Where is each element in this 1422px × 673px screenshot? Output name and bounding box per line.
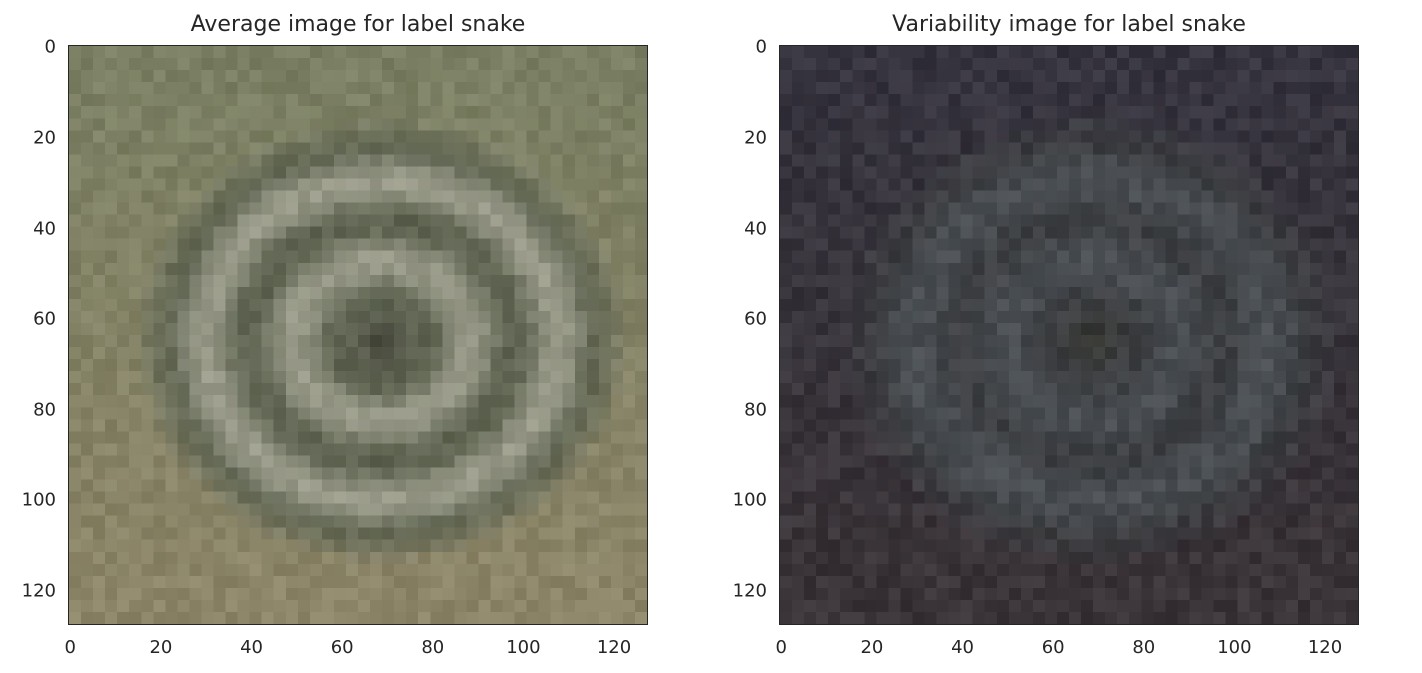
x-tick-label: 100 [1217, 637, 1252, 658]
x-tick-label: 40 [240, 637, 263, 658]
y-tick-label: 60 [33, 308, 56, 330]
y-tick-label: 0 [755, 36, 767, 58]
y-tick-label: 40 [744, 218, 767, 240]
image-pixels [780, 46, 1358, 624]
x-tick-label: 120 [596, 637, 632, 658]
y-tick-label: 20 [33, 127, 56, 149]
x-tick-label: 80 [421, 637, 445, 658]
x-tick-label: 100 [506, 637, 541, 658]
x-tick-label: 60 [1041, 637, 1065, 658]
x-tick-label: 20 [860, 637, 884, 658]
image-average [68, 45, 648, 625]
x-tick-label: 0 [775, 637, 787, 658]
y-tick-label: 40 [33, 218, 56, 240]
y-tick-label: 80 [744, 399, 767, 421]
y-tick-label: 60 [744, 308, 767, 330]
panel-variability: Variability image for label snake 0 20 40 6… [711, 0, 1422, 673]
panel-average: Average image for label snake 0 20 40 60 80 1… [21, 12, 648, 658]
x-tick-label: 60 [330, 637, 354, 658]
image-variability [779, 45, 1359, 625]
y-tick-label: 120 [732, 580, 767, 602]
y-tick-label: 120 [21, 580, 56, 602]
y-tick-label: 0 [44, 36, 56, 58]
image-pixels [69, 46, 647, 624]
y-tick-label: 100 [21, 489, 56, 511]
chart-title-average: Average image for label snake [190, 12, 526, 37]
y-tick-label: 20 [744, 127, 767, 149]
x-tick-label: 0 [64, 637, 76, 658]
x-tick-label: 80 [1132, 637, 1156, 658]
y-tick-label: 100 [732, 489, 767, 511]
x-tick-label: 120 [1307, 637, 1343, 658]
chart-title-variability: Variability image for label snake [892, 12, 1246, 37]
x-tick-label: 20 [149, 637, 173, 658]
x-tick-label: 40 [951, 637, 974, 658]
y-tick-label: 80 [33, 399, 56, 421]
